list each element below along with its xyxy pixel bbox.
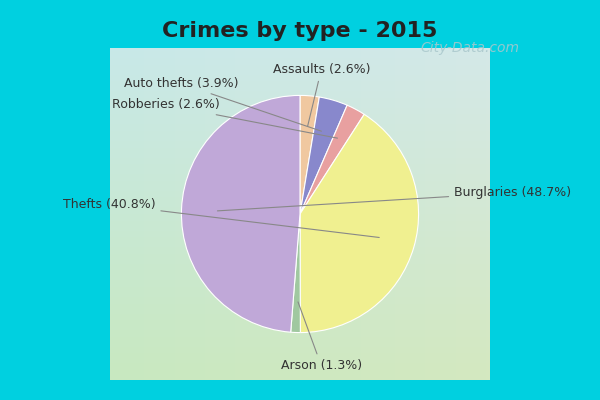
Text: Auto thefts (3.9%): Auto thefts (3.9%) bbox=[124, 77, 322, 131]
Wedge shape bbox=[300, 96, 319, 214]
Wedge shape bbox=[300, 97, 347, 214]
Text: Burglaries (48.7%): Burglaries (48.7%) bbox=[217, 186, 571, 211]
Wedge shape bbox=[290, 214, 301, 332]
Text: City-Data.com: City-Data.com bbox=[420, 41, 519, 55]
Wedge shape bbox=[300, 114, 419, 332]
Wedge shape bbox=[181, 96, 300, 332]
Text: Robberies (2.6%): Robberies (2.6%) bbox=[112, 98, 337, 138]
Title: Crimes by type - 2015: Crimes by type - 2015 bbox=[163, 21, 437, 41]
Text: Arson (1.3%): Arson (1.3%) bbox=[281, 302, 362, 372]
Wedge shape bbox=[300, 105, 364, 214]
Text: Assaults (2.6%): Assaults (2.6%) bbox=[272, 63, 370, 126]
Text: Thefts (40.8%): Thefts (40.8%) bbox=[63, 198, 379, 238]
